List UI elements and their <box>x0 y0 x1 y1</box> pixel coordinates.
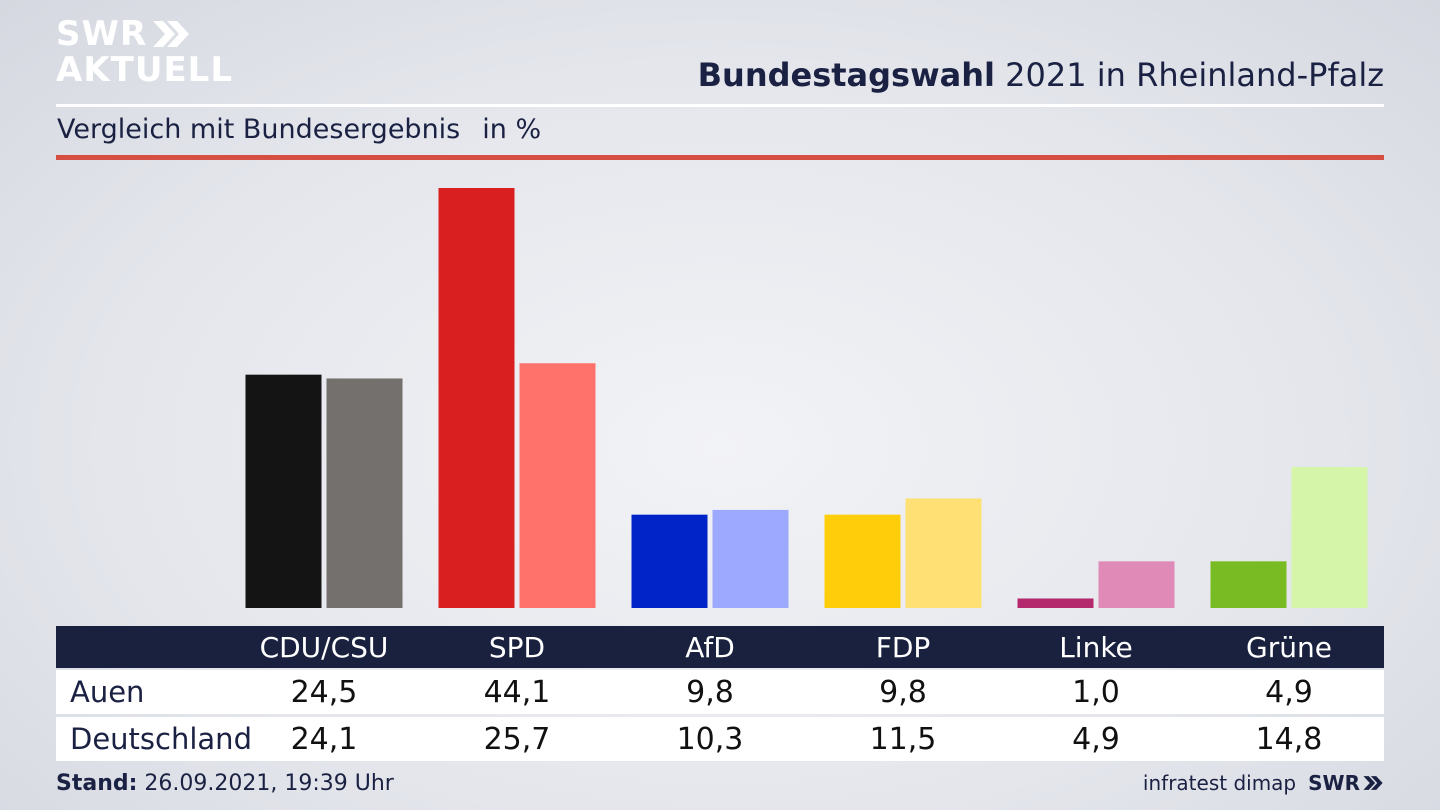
party-label-linke: Linke <box>1059 630 1133 664</box>
value-auen-afd: 9,8 <box>686 674 734 710</box>
timestamp: Stand: 26.09.2021, 19:39 Uhr <box>56 771 394 796</box>
bar-spd-auen <box>438 188 515 608</box>
party-label-cdu-csu: CDU/CSU <box>259 630 389 664</box>
chart-subtitle: Vergleich mit Bundesergebnis in % <box>57 114 541 145</box>
logo-line-2: AKTUELL <box>56 50 234 90</box>
value-auen-fdp: 9,8 <box>879 674 927 710</box>
party-header-row: CDU/CSU SPD AfD FDP Linke Grüne <box>56 626 1384 668</box>
double-chevron-icon <box>153 21 190 47</box>
value-deutschland-gr-ne: 14,8 <box>1255 721 1323 757</box>
bar-gr-ne-auen <box>1210 561 1287 608</box>
swr-footer-logo: SWR <box>1308 771 1384 795</box>
logo-line-1: SWR <box>56 14 148 54</box>
party-label-fdp: FDP <box>875 630 931 664</box>
party-label-afd: AfD <box>685 630 735 664</box>
bar-afd-auen <box>631 514 708 608</box>
table-row-deutschland: Deutschland 24,1 25,7 10,3 11,5 4,9 14,8 <box>56 717 1384 761</box>
table-row-auen: Auen 24,5 44,1 9,8 9,8 1,0 4,9 <box>56 670 1384 714</box>
value-deutschland-afd: 10,3 <box>676 721 744 757</box>
value-deutschland-linke: 4,9 <box>1072 721 1120 757</box>
bar-cdu-csu-deutschland <box>326 378 403 608</box>
timestamp-label: Stand: <box>56 771 138 796</box>
value-auen-gr-ne: 4,9 <box>1265 674 1313 710</box>
party-label-gr-ne: Grüne <box>1246 630 1332 664</box>
timestamp-value: 26.09.2021, 19:39 Uhr <box>144 771 394 796</box>
row-label-deutschland: Deutschland <box>70 722 252 756</box>
source-text: infratest dimap <box>1142 771 1297 795</box>
value-deutschland-cdu-csu: 24,1 <box>290 721 358 757</box>
bar-fdp-auen <box>824 514 901 608</box>
value-deutschland-fdp: 11,5 <box>869 721 937 757</box>
value-deutschland-spd: 25,7 <box>483 721 551 757</box>
chart-title: Bundestagswahl 2021 in Rheinland-Pfalz <box>698 56 1384 94</box>
party-label-spd: SPD <box>488 630 546 664</box>
subtitle-unit: in % <box>482 114 542 145</box>
bar-fdp-deutschland <box>905 498 982 608</box>
bar-gr-ne-deutschland <box>1291 467 1368 608</box>
chart-title-rest: 2021 in Rheinland-Pfalz <box>1005 56 1384 94</box>
swr-aktuell-logo: SWR AKTUELL <box>56 16 233 88</box>
bar-cdu-csu-auen <box>245 374 322 608</box>
bar-spd-deutschland <box>519 363 596 608</box>
bar-afd-deutschland <box>712 509 789 608</box>
swr-footer-text: SWR <box>1308 771 1360 795</box>
value-auen-spd: 44,1 <box>483 674 551 710</box>
source-credit: infratest dimap SWR <box>1143 771 1384 795</box>
bar-linke-auen <box>1017 598 1094 608</box>
title-divider <box>56 104 1384 107</box>
value-auen-linke: 1,0 <box>1072 674 1120 710</box>
bar-chart <box>245 188 1368 608</box>
subtitle-text: Vergleich mit Bundesergebnis <box>57 114 461 145</box>
value-auen-cdu-csu: 24,5 <box>290 674 358 710</box>
chart-title-bold: Bundestagswahl <box>697 56 995 94</box>
row-label-auen: Auen <box>70 675 145 709</box>
accent-divider <box>56 155 1384 160</box>
double-chevron-icon <box>1363 776 1383 790</box>
bar-linke-deutschland <box>1098 561 1175 608</box>
